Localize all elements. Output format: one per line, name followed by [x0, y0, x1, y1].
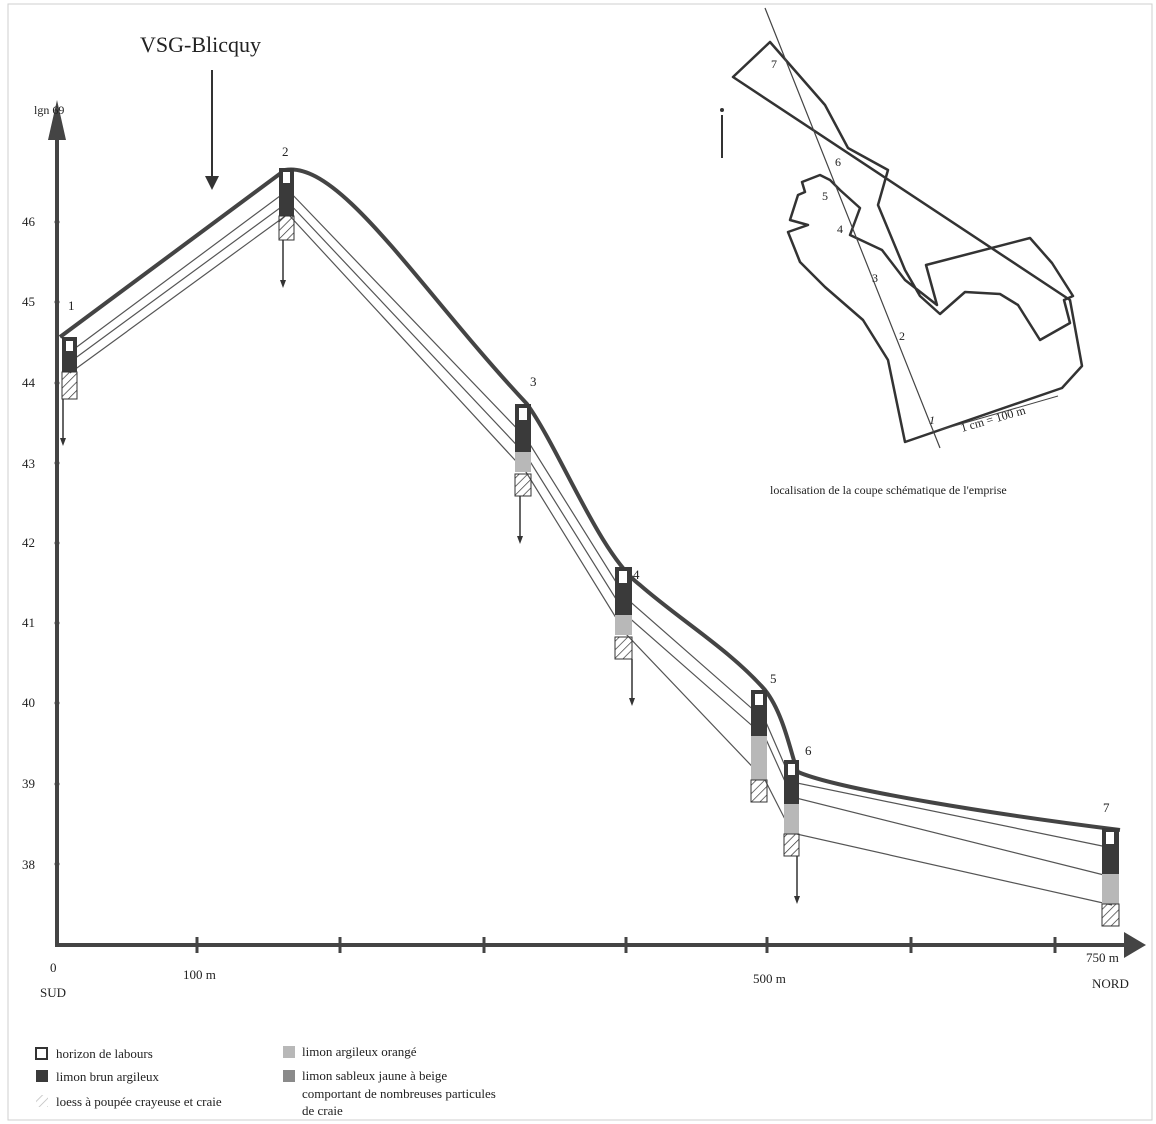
y-tick-43: 43	[22, 456, 35, 471]
svg-text:loess à poupée crayeuse et cra: loess à poupée crayeuse et craie	[56, 1094, 222, 1109]
y-tick-38: 38	[22, 857, 35, 872]
legend-item-sableux: limon sableux jaune à beige comportant d…	[283, 1068, 496, 1118]
profile-label-6: 6	[805, 743, 812, 758]
svg-text:limon argileux orangé: limon argileux orangé	[302, 1044, 417, 1059]
profile-7: 7	[1101, 800, 1120, 927]
x-label-origin: 0	[50, 960, 57, 975]
figure-frame	[7, 3, 1153, 1121]
svg-text:limon sableux jaune à beige: limon sableux jaune à beige	[302, 1068, 447, 1083]
layer-boundaries	[69, 189, 1113, 906]
y-tick-dots	[54, 219, 60, 867]
profile-label-1: 1	[68, 298, 75, 313]
inset-point-6: 6	[835, 155, 841, 169]
y-tick-44: 44	[22, 375, 36, 390]
legend-item-labours: horizon de labours	[35, 1046, 153, 1061]
x-label-nord: NORD	[1092, 976, 1129, 991]
x-axis-arrow	[1124, 932, 1146, 958]
y-tick-42: 42	[22, 535, 35, 550]
profile-2: 2	[278, 144, 295, 288]
site-outline	[731, 40, 1084, 444]
north-arrow-icon	[720, 108, 724, 158]
legend: horizon de labours limon brun argileux l…	[35, 1044, 496, 1118]
profile-6: 6	[783, 743, 812, 904]
x-label-750m: 750 m	[1086, 950, 1119, 965]
svg-text:de craie: de craie	[302, 1103, 343, 1118]
ground-surface	[58, 167, 1121, 832]
site-arrow-head	[205, 176, 219, 190]
x-ticks	[195, 937, 1057, 953]
svg-text:horizon de labours: horizon de labours	[56, 1046, 153, 1061]
svg-text:comportant de nombreuses parti: comportant de nombreuses particules	[302, 1086, 496, 1101]
y-axis-arrow	[48, 100, 66, 140]
profile-label-2: 2	[282, 144, 289, 159]
profile-4: 4	[614, 567, 640, 706]
y-axis-label: lgn 69	[34, 103, 64, 117]
inset-point-3: 3	[872, 271, 878, 285]
x-label-sud: SUD	[40, 985, 66, 1000]
inset-scale: 1 cm = 100 m	[959, 403, 1028, 435]
inset-point-2: 2	[899, 329, 905, 343]
inset-point-4: 4	[837, 222, 843, 236]
profile-5: 5	[750, 671, 777, 803]
y-tick-41: 41	[22, 615, 35, 630]
site-title: VSG-Blicquy	[140, 32, 261, 57]
svg-text:limon brun argileux: limon brun argileux	[56, 1069, 160, 1084]
legend-item-brun: limon brun argileux	[36, 1069, 160, 1084]
legend-item-loess: loess à poupée crayeuse et craie	[36, 1094, 222, 1109]
x-label-100m: 100 m	[183, 967, 216, 982]
inset-point-1: 1	[929, 413, 935, 427]
y-tick-40: 40	[22, 695, 35, 710]
profile-1: 1	[60, 298, 78, 446]
section-line	[764, 7, 941, 449]
profile-label-4: 4	[633, 567, 640, 582]
scale-line	[939, 395, 1059, 431]
y-tick-46: 46	[22, 214, 36, 229]
profile-label-5: 5	[770, 671, 777, 686]
y-tick-45: 45	[22, 294, 35, 309]
inset-point-5: 5	[822, 189, 828, 203]
inset-map: 7 6 5 4 3 2 1 1 cm = 100 m localisation …	[720, 7, 1084, 497]
legend-item-orange: limon argileux orangé	[283, 1044, 417, 1059]
inset-point-7: 7	[771, 57, 777, 71]
profile-label-7: 7	[1103, 800, 1110, 815]
x-label-500m: 500 m	[753, 971, 786, 986]
profile-3: 3	[514, 374, 537, 544]
inset-caption: localisation de la coupe schématique de …	[770, 483, 1007, 497]
y-tick-labels: 46 45 44 43 42 41 40 39 38	[22, 214, 36, 872]
profile-label-3: 3	[530, 374, 537, 389]
y-tick-39: 39	[22, 776, 35, 791]
